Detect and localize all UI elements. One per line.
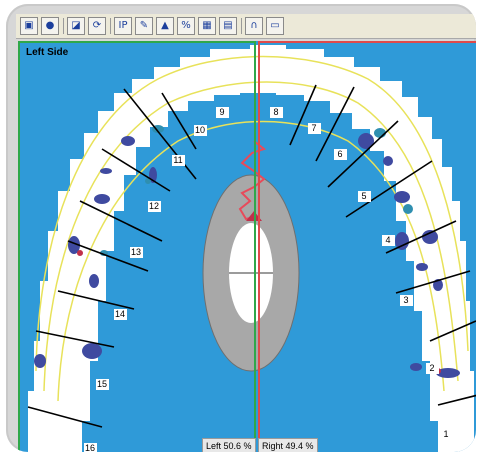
arch-region bbox=[28, 45, 474, 452]
app-window: ▣ ● ◪ ⟳ IP ✎ ▲% ▦ ▤ ∩ ▭ 9 10 11 12 13 14 15 16 8 7 6 5 4 3 2 1 bbox=[6, 4, 476, 452]
contact-blob bbox=[416, 263, 428, 271]
tooth-number: 16 bbox=[85, 443, 95, 452]
tooth-number: 15 bbox=[97, 379, 107, 389]
toolbar: ▣ ● ◪ ⟳ IP ✎ ▲% ▦ ▤ ∩ ▭ bbox=[16, 14, 476, 39]
percent-icon[interactable]: % bbox=[177, 17, 195, 35]
tooth-divider-line bbox=[315, 86, 355, 162]
contact-blob bbox=[403, 204, 413, 214]
tooth-number: 7 bbox=[311, 123, 316, 133]
tooth-number: 2 bbox=[429, 363, 434, 373]
tooth-divider-line bbox=[437, 394, 476, 406]
contact-blob bbox=[121, 136, 135, 146]
tooth-label-box bbox=[334, 149, 347, 160]
contact-blob bbox=[436, 368, 460, 378]
tooth-divider-line bbox=[57, 290, 135, 310]
tooth-label-box bbox=[358, 191, 371, 202]
tooth-divider-line bbox=[289, 84, 317, 146]
contact-blob bbox=[77, 250, 83, 256]
tooth-divider-line bbox=[327, 120, 399, 188]
arch-inner-outline bbox=[57, 120, 445, 402]
tooth-label-box bbox=[96, 379, 109, 390]
tooth-number: 13 bbox=[131, 247, 141, 257]
tooth-label-box bbox=[114, 309, 127, 320]
tooth-number: 12 bbox=[149, 201, 159, 211]
tooth-number: 11 bbox=[173, 155, 182, 165]
right-percent-label: Right 49.4 % bbox=[258, 438, 318, 452]
tooth-divider-line bbox=[27, 406, 103, 428]
contact-blob bbox=[94, 194, 110, 204]
palate-region bbox=[168, 259, 364, 452]
tooth-label-box bbox=[270, 107, 283, 118]
contact-blob bbox=[422, 230, 438, 244]
tooth-label-box bbox=[148, 201, 161, 212]
toolbar-separator bbox=[241, 18, 242, 34]
tooth-number: 10 bbox=[195, 125, 205, 135]
tooth-divider-line bbox=[79, 200, 163, 242]
arch-diagram: 9 10 11 12 13 14 15 16 8 7 6 5 4 3 2 1 bbox=[18, 41, 476, 452]
tooth-divider-line bbox=[101, 148, 171, 192]
tooth-divider-line bbox=[345, 160, 433, 218]
tooth-label-box bbox=[426, 363, 439, 374]
left-percent-label: Left 50.6 % bbox=[202, 438, 256, 452]
ip-button[interactable]: IP bbox=[114, 17, 132, 35]
contact-blob bbox=[145, 178, 151, 184]
occlusion-view: 9 10 11 12 13 14 15 16 8 7 6 5 4 3 2 1 Left Side Left 5… bbox=[18, 41, 476, 452]
tooth-divider-line bbox=[429, 320, 476, 342]
contact-blob bbox=[383, 156, 393, 166]
contact-areas bbox=[34, 125, 460, 378]
tooth-label-box bbox=[172, 155, 185, 166]
tooth-label-box bbox=[308, 123, 321, 134]
contact-blob bbox=[100, 168, 112, 174]
open-icon[interactable]: ▣ bbox=[20, 17, 38, 35]
scan-icon[interactable]: ⟳ bbox=[88, 17, 106, 35]
force-icon[interactable]: ▲ bbox=[156, 17, 174, 35]
toolbar-separator bbox=[63, 18, 64, 34]
left-side-title: Left Side bbox=[26, 47, 69, 58]
toolbar-separator bbox=[110, 18, 111, 34]
left-side-border bbox=[18, 41, 256, 452]
tooth-number: 14 bbox=[115, 309, 125, 319]
contact-blob bbox=[395, 232, 409, 250]
trace-icon[interactable]: ✎ bbox=[135, 17, 153, 35]
tooth-label-box bbox=[382, 235, 395, 246]
tooth-number: 6 bbox=[337, 149, 342, 159]
tooth-number: 9 bbox=[219, 107, 224, 117]
edit-icon[interactable]: ◪ bbox=[67, 17, 85, 35]
tooth-label-box bbox=[84, 443, 97, 452]
tooth-divider-line bbox=[161, 92, 197, 150]
record-icon[interactable]: ● bbox=[41, 17, 59, 35]
graph-icon[interactable]: ▤ bbox=[219, 17, 237, 35]
tooth-divider-line bbox=[67, 240, 149, 272]
tooth-dividers bbox=[27, 84, 476, 428]
tooth-label-box bbox=[130, 247, 143, 258]
tooth-number: 8 bbox=[273, 107, 278, 117]
contact-blob bbox=[358, 133, 374, 149]
tooth-label-box bbox=[194, 125, 207, 136]
tooth-divider-line bbox=[35, 330, 115, 348]
save-icon[interactable]: ▭ bbox=[266, 17, 284, 35]
contact-blob bbox=[34, 354, 46, 368]
tooth-label-box bbox=[440, 429, 453, 440]
tooth-labels: 9 10 11 12 13 14 15 16 8 7 6 5 4 3 2 1 bbox=[84, 107, 453, 452]
tooth-label-box bbox=[400, 295, 413, 306]
tooth-divider-line bbox=[395, 270, 471, 294]
tooth-number: 4 bbox=[385, 235, 390, 245]
tooth-divider-line bbox=[385, 220, 457, 254]
right-side-border bbox=[258, 41, 476, 452]
tooth-number: 3 bbox=[403, 295, 408, 305]
contact-blob bbox=[68, 236, 80, 254]
contact-blob bbox=[410, 363, 422, 371]
tooth-number: 5 bbox=[361, 191, 366, 201]
tooth-label-box bbox=[216, 107, 229, 118]
tooth-number: 1 bbox=[443, 429, 448, 439]
grid-icon[interactable]: ▦ bbox=[198, 17, 216, 35]
arch-icon[interactable]: ∩ bbox=[245, 17, 263, 35]
contact-blob bbox=[89, 274, 99, 288]
contact-blob bbox=[394, 191, 410, 203]
contact-blob bbox=[82, 343, 102, 359]
